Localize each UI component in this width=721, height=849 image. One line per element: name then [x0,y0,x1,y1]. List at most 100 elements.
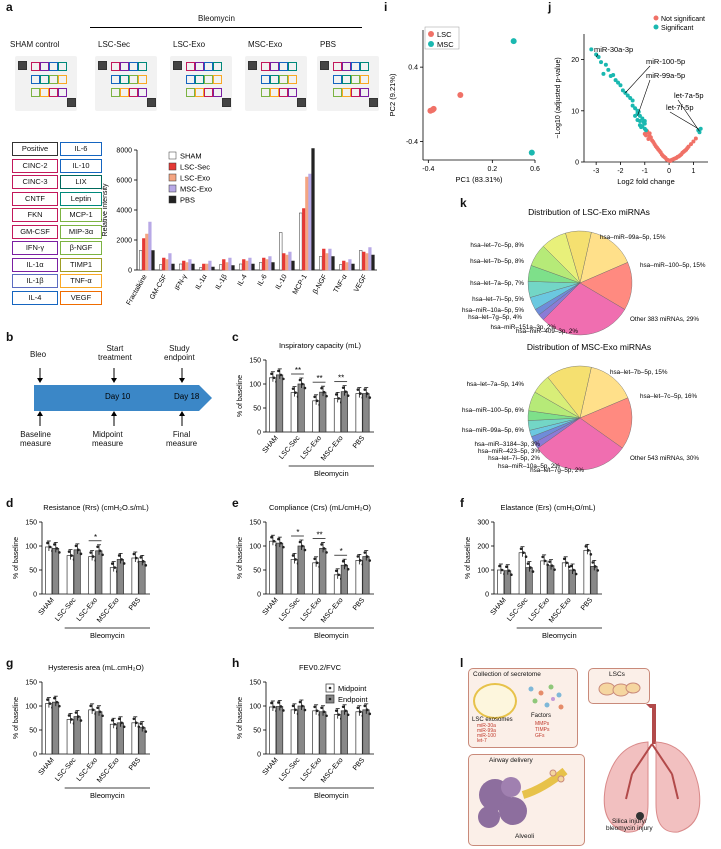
x-tick-label: SHAM [262,435,280,455]
data-point [531,570,535,573]
bar [269,706,277,755]
data-point [368,712,372,716]
group-label: Bleomycin [314,631,349,640]
legend-marker [428,41,434,47]
x-tick-label: PBS [580,597,595,612]
annotation-leader [677,99,700,132]
y-axis-label: % of baseline [237,537,244,579]
data-point [325,394,328,398]
data-point [282,709,285,712]
pie-label: hsa–miR–10a–5p, 5% [462,307,524,314]
volcano-point [613,78,618,83]
data-point [572,568,575,572]
legend-dot [328,686,332,690]
positive-control-spot [98,61,107,70]
data-point [48,702,52,705]
volcano-point [599,60,604,65]
data-point [337,713,341,716]
y-axis-label: % of baseline [237,375,244,417]
positive-control-spot [147,98,156,107]
y-tick-label: 0 [575,160,579,167]
x-tick-label: PBS [352,757,367,772]
bar [362,393,370,433]
y-tick-label: 20 [571,57,579,64]
data-point [122,562,126,565]
bar [297,545,305,595]
panel-label-g: g [6,656,14,670]
bar [276,542,284,595]
bar [211,266,215,271]
volcano-point [589,47,594,52]
pie-label: hsa–miR–409–3p, 2% [516,328,578,335]
bar [162,257,166,271]
data-point [58,551,61,554]
data-point [541,555,544,559]
data-point [96,706,99,710]
injury-label: Silica injury/ bleomycin injury [606,818,653,832]
data-point [548,560,551,563]
data-point [294,708,297,712]
bar [219,264,223,271]
blot-spot [40,88,49,97]
blot-spot [288,88,297,97]
positive-control-spot [369,98,378,107]
bar [95,550,103,595]
pie-label: Other 383 miRNAs, 29% [630,316,699,323]
data-point [526,562,530,565]
volcano-point [651,140,656,145]
data-point [524,555,528,559]
y-tick-label: 0 [128,268,132,275]
data-point [325,714,328,718]
blot-spot [360,88,369,97]
data-point [344,390,347,393]
data-point [313,395,316,399]
pie-label: hsa–let–7g–5p, 4% [468,314,522,321]
cytokine-key-item: IL-1β [12,274,58,288]
y-tick-label: 50 [253,406,261,413]
volcano-point [682,148,687,153]
legend-label: MSC [437,40,454,49]
volcano-point [656,147,661,152]
blot-spot [195,88,204,97]
volcano-point [697,130,702,135]
volcano-point [693,136,698,141]
bar [148,221,152,271]
cytokine-key-item: β-NGF [60,241,102,255]
panel-label-h: h [232,656,240,670]
bar [171,263,175,271]
bar [182,260,186,271]
factor-list: MMPs TIMPs GFs [535,721,549,739]
cytokine-key-item: IL-1α [12,257,58,272]
bleomycin-bracket-a [90,27,362,28]
data-point [322,710,326,714]
airway-delivery-label: Airway delivery [489,757,533,764]
bleo-label: Bleo [30,350,47,359]
legend-marker [653,15,659,21]
data-point [315,561,319,565]
bar [340,710,348,755]
data-point [135,721,138,725]
data-point [363,704,367,708]
annotation-leader [625,65,651,94]
bar [95,711,103,755]
panel-label-j: j [548,0,552,14]
pie-slice [579,367,629,419]
legend-swatch [168,173,177,182]
data-point [334,569,338,573]
blot-spot [342,62,351,71]
bar [308,173,312,271]
volcano-point [633,106,638,111]
pie-slice [579,232,628,284]
data-point [498,564,501,568]
bar [116,559,124,595]
blot-spot [270,62,279,71]
legend-label: LSC-Sec [180,163,210,172]
y-axis-label: % of baseline [13,697,20,739]
data-point [67,550,71,553]
y-tick-label: 0.4 [408,65,418,72]
bar [248,257,252,271]
significance-mark: * [94,533,97,542]
data-point [510,573,513,577]
x-tick-label: PBS [128,757,143,772]
bar [371,254,375,271]
